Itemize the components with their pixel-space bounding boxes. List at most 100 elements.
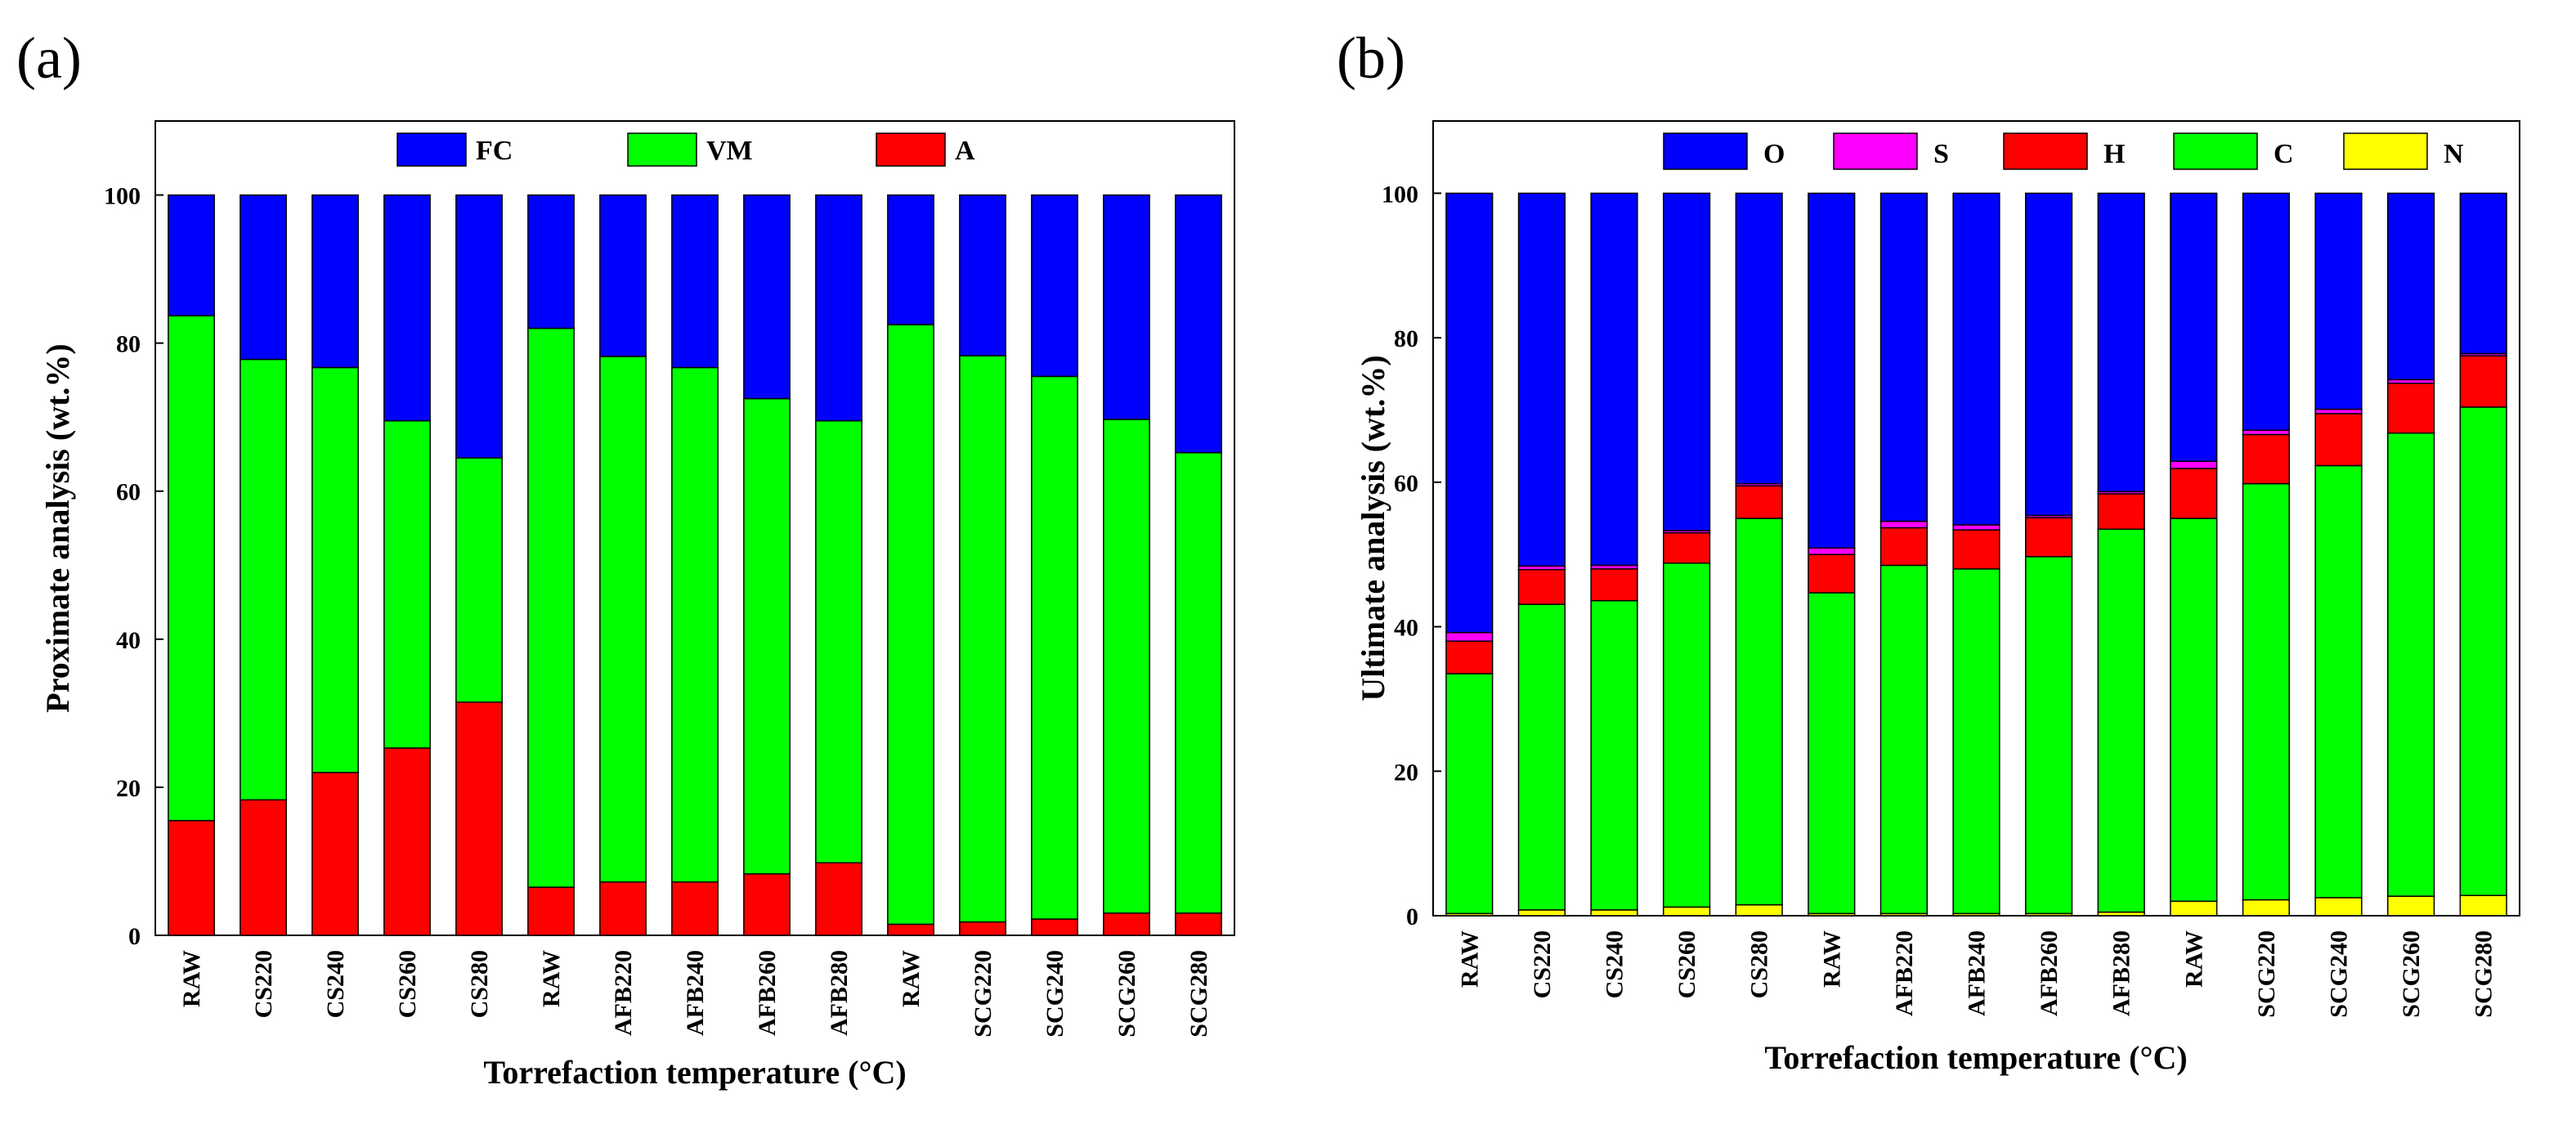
- panel-label-b: (b): [1337, 25, 1405, 91]
- x-tick-label: AFB280: [2108, 930, 2135, 1016]
- y-tick-label: 0: [1406, 903, 1418, 930]
- bar-segment-vm: [1031, 375, 1078, 920]
- x-tick-label: AFB220: [610, 950, 637, 1036]
- bar-segment-vm: [887, 324, 934, 926]
- bar-segment-n: [1662, 906, 1711, 917]
- bar-segment-vm: [743, 397, 791, 875]
- bar-segment-s: [2242, 429, 2291, 436]
- bar-segment-n: [1735, 903, 1783, 917]
- x-tick-label: AFB260: [754, 950, 781, 1036]
- legend-swatch-n: [2343, 132, 2428, 170]
- x-tick-label: SCG240: [1042, 950, 1068, 1038]
- bar-segment-o: [2170, 192, 2218, 462]
- bar-segment-c: [1879, 564, 1929, 915]
- bar-segment-vm: [455, 457, 503, 703]
- y-axis-title: Proximate analysis (wt.%): [39, 343, 76, 712]
- legend-label-n: N: [2444, 139, 2464, 169]
- bar-segment-a: [599, 881, 647, 936]
- bar-segment-vm: [599, 356, 647, 883]
- legend-swatch-c: [2173, 132, 2258, 170]
- x-tick-label: SCG260: [1113, 950, 1140, 1038]
- bar-segment-a: [240, 799, 287, 936]
- bar-segment-n: [2459, 894, 2507, 917]
- bar-segment-vm: [240, 358, 287, 801]
- bar-segment-a: [311, 772, 359, 936]
- bar-segment-c: [1952, 568, 2000, 915]
- bar-segment-h: [1662, 531, 1711, 564]
- bar-segment-h: [1517, 568, 1566, 605]
- panel-a: (a) 0 20 40 60 80 100 RAW CS220 CS240 CS260 CS280 R…: [16, 25, 1235, 1091]
- bar-segment-n: [2242, 899, 2291, 917]
- bar-segment-c: [2097, 528, 2145, 913]
- bar-segment-a: [887, 923, 934, 936]
- bar-segment-c: [1662, 563, 1711, 908]
- y-tick-label: 40: [116, 627, 141, 654]
- bar-segment-fc: [671, 194, 719, 369]
- bar-segment-c: [1808, 592, 1856, 915]
- bar-segment-s: [1879, 520, 1929, 529]
- bar-segment-c: [2459, 406, 2507, 897]
- x-axis-title: Torrefaction temperature (°C): [483, 1054, 906, 1091]
- bar-segment-fc: [887, 194, 934, 325]
- bar-segment-o: [2314, 192, 2363, 410]
- bar-segment-fc: [455, 194, 503, 459]
- legend-swatch-a: [876, 132, 946, 167]
- bar-segment-c: [2170, 518, 2218, 903]
- legend-label-o: O: [1763, 139, 1785, 169]
- bar-segment-c: [1517, 603, 1566, 911]
- bar-segment-o: [2459, 192, 2507, 355]
- y-tick-label: 80: [1394, 325, 1418, 352]
- legend-swatch-fc: [396, 132, 467, 167]
- bar-segment-h: [1808, 554, 1856, 594]
- bar-segment-c: [1735, 518, 1783, 906]
- bar-segment-a: [1031, 918, 1078, 936]
- bar-segment-c: [2314, 464, 2363, 899]
- bar-segment-s: [1952, 524, 2000, 531]
- bar-segment-a: [815, 862, 862, 936]
- bar-segment-vm: [1175, 451, 1222, 914]
- legend-label-c: C: [2274, 139, 2294, 169]
- x-tick-label: SCG260: [2398, 930, 2425, 1018]
- bar-segment-o: [2386, 192, 2435, 381]
- bar-segment-h: [1590, 568, 1638, 602]
- x-tick-label: CS220: [1529, 930, 1556, 998]
- bar-segment-s: [1808, 547, 1856, 555]
- x-tick-label: CS280: [1746, 930, 1773, 998]
- legend-swatch-s: [1833, 132, 1918, 170]
- bar-segment-a: [1175, 912, 1222, 936]
- bar-segment-fc: [743, 194, 791, 400]
- bar-segment-fc: [1031, 194, 1078, 378]
- legend-swatch-h: [2003, 132, 2088, 170]
- legend-swatch-vm: [627, 132, 697, 167]
- x-tick-label: CS240: [1602, 930, 1628, 998]
- bar-segment-fc: [959, 194, 1006, 356]
- bar-segment-vm: [1103, 419, 1150, 914]
- bar-segment-n: [2386, 895, 2435, 917]
- x-tick-label: SCG280: [1185, 950, 1212, 1038]
- bar-segment-vm: [959, 355, 1006, 923]
- legend-label-s: S: [1933, 139, 1949, 169]
- x-tick-label: AFB260: [2036, 930, 2063, 1016]
- bar-segment-n: [2170, 900, 2218, 917]
- bar-segment-h: [2242, 433, 2291, 485]
- x-tick-label: RAW: [178, 950, 205, 1007]
- bar-segment-h: [1445, 640, 1494, 675]
- x-tick-label: AFB280: [826, 950, 853, 1036]
- bar-segment-fc: [527, 194, 575, 329]
- legend-label-h: H: [2103, 139, 2125, 169]
- y-tick-label: 80: [116, 331, 141, 358]
- x-tick-label: CS280: [466, 950, 493, 1018]
- bar-segment-o: [1735, 192, 1783, 485]
- panel-label-a: (a): [16, 25, 82, 91]
- bar-segment-vm: [671, 366, 719, 883]
- bar-segment-c: [1590, 599, 1638, 911]
- bar-segment-a: [671, 881, 719, 936]
- bar-segment-vm: [168, 315, 215, 822]
- x-tick-label: RAW: [1456, 930, 1483, 988]
- bar-segment-fc: [815, 194, 862, 422]
- x-tick-label: CS260: [1673, 930, 1700, 998]
- y-tick-label: 0: [128, 923, 141, 950]
- bar-segment-n: [1517, 909, 1566, 917]
- bar-segment-fc: [1103, 194, 1150, 420]
- bar-segment-fc: [383, 194, 431, 422]
